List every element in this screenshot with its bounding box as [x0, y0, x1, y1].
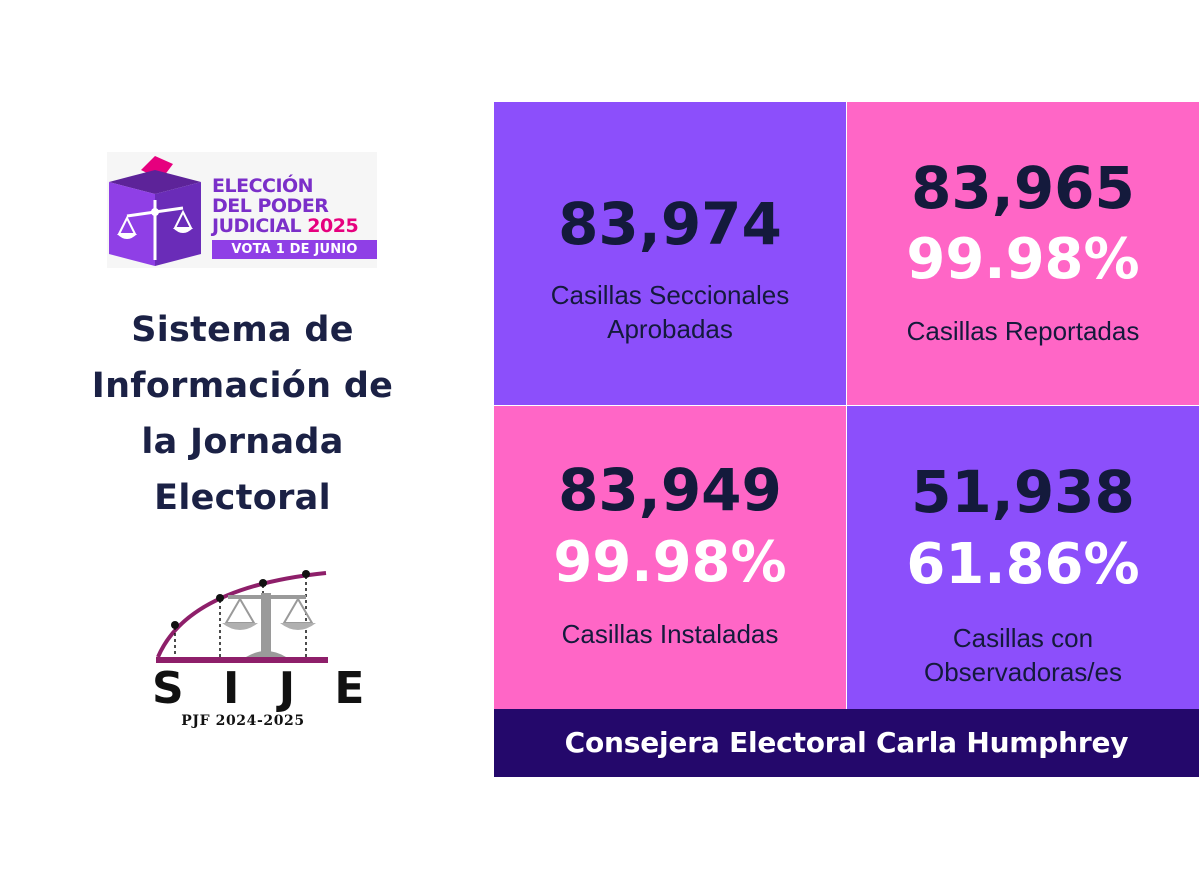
stat-label-line-2: Observadoras/es	[924, 657, 1122, 687]
stat-label: Casillas Instaladas	[494, 617, 846, 651]
stat-label-line-1: Casillas Seccionales	[550, 280, 790, 310]
system-title-line-4: Electoral	[154, 478, 331, 518]
stat-tile-observadoras: 51,938 61.86% Casillas con Observadoras/…	[847, 406, 1199, 709]
stat-label-line-2: Aprobadas	[607, 314, 733, 344]
stat-percent: 61.86%	[906, 532, 1140, 597]
stat-label-line-1: Casillas con	[952, 623, 1094, 653]
stat-tile-reportadas: 83,965 99.98% Casillas Reportadas	[847, 102, 1199, 405]
sije-logo: S I J E PJF 2024-2025	[148, 565, 377, 740]
system-title: Sistema de Información de la Jornada Ele…	[50, 302, 435, 526]
stat-label-line-1: Casillas Instaladas	[561, 619, 779, 649]
ballot-box-icon	[109, 156, 201, 266]
eleccion-poder-judicial-logo: ELECCIÓN DEL PODER JUDICIAL 2025 VOTA 1 …	[107, 152, 377, 268]
stat-tile-instaladas: 83,949 99.98% Casillas Instaladas	[494, 406, 846, 709]
stat-label-line-1: Casillas Reportadas	[906, 316, 1140, 346]
system-title-line-1: Sistema de	[131, 310, 354, 350]
stats-panel: 83,974 Casillas Seccionales Aprobadas 83…	[494, 102, 1199, 777]
sije-subtitle: PJF 2024-2025	[181, 713, 305, 729]
stat-count: 83,949	[558, 456, 782, 524]
stat-label: Casillas Seccionales Aprobadas	[494, 278, 846, 346]
eleccion-year: 2025	[307, 215, 359, 237]
eleccion-wordmark: ELECCIÓN DEL PODER JUDICIAL 2025	[212, 176, 377, 236]
eleccion-judicial-word: JUDICIAL	[212, 215, 302, 237]
consejera-footer: Consejera Electoral Carla Humphrey	[494, 709, 1199, 777]
eleccion-tagline: VOTA 1 DE JUNIO	[212, 240, 377, 259]
stat-label: Casillas con Observadoras/es	[847, 621, 1199, 689]
eleccion-line-3: JUDICIAL 2025	[212, 216, 377, 236]
stat-count: 51,938	[911, 458, 1135, 526]
sije-wordmark: S I J E	[152, 663, 377, 714]
eleccion-line-2: DEL PODER	[212, 195, 329, 217]
system-title-line-3: la Jornada	[141, 422, 344, 462]
stat-count: 83,965	[911, 154, 1135, 222]
stat-percent: 99.98%	[906, 227, 1140, 292]
stat-percent: 99.98%	[553, 530, 787, 595]
stat-count: 83,974	[558, 190, 782, 258]
sije-scale-icon	[156, 570, 328, 663]
eleccion-line-1: ELECCIÓN	[212, 175, 314, 197]
stat-label: Casillas Reportadas	[847, 314, 1199, 348]
stat-tile-aprobadas: 83,974 Casillas Seccionales Aprobadas	[494, 102, 846, 405]
system-title-line-2: Información de	[91, 366, 394, 406]
